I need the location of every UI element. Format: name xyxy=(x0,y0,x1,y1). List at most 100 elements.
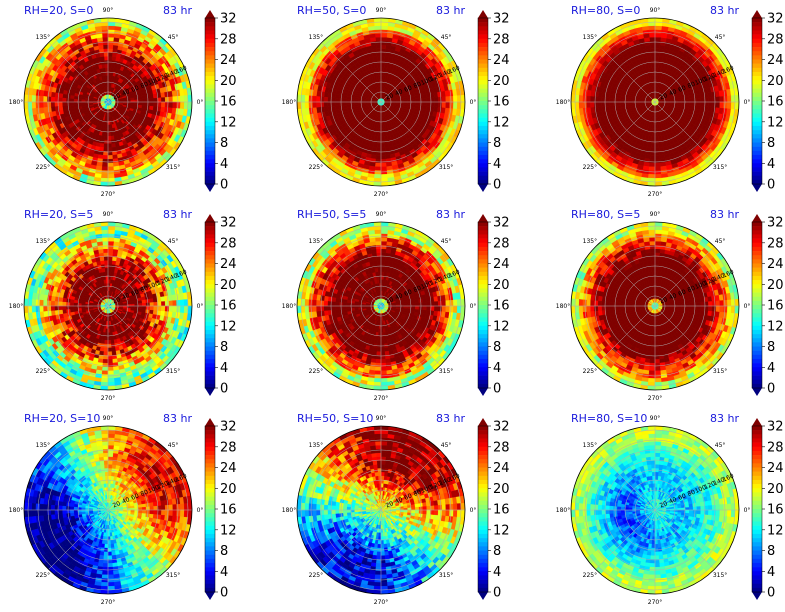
heatmap-cell xyxy=(380,67,385,72)
heatmap-cell xyxy=(437,96,443,103)
heatmap-cell xyxy=(586,95,591,103)
heatmap-cell xyxy=(319,101,325,108)
colorbar-segment xyxy=(478,63,488,69)
heatmap-cell xyxy=(149,97,155,103)
heatmap-cell xyxy=(441,101,447,108)
heatmap-cell xyxy=(449,101,454,109)
heatmap-cell xyxy=(61,101,67,107)
heatmap-cell xyxy=(609,93,614,99)
heatmap-cell xyxy=(103,143,109,149)
colorbar-segment xyxy=(478,171,488,176)
colorbar-segment xyxy=(205,92,215,98)
heatmap-cell xyxy=(107,25,115,30)
heatmap-cell xyxy=(380,147,386,152)
colorbar-tick-label: 0 xyxy=(493,178,501,193)
colorbar-segment xyxy=(205,47,215,52)
heatmap-cell xyxy=(308,101,313,109)
colorbar-extend-min xyxy=(205,184,215,192)
heatmap-cell xyxy=(101,135,106,141)
colorbar-tick-label: 4 xyxy=(493,157,501,172)
colorbar-segment xyxy=(205,179,215,185)
heatmap-cell xyxy=(380,143,386,149)
heatmap-cell xyxy=(445,95,450,103)
heatmap-cell xyxy=(378,120,382,126)
heatmap-cell xyxy=(319,96,325,103)
heatmap-cell xyxy=(696,97,702,103)
theta-tick-label: 45° xyxy=(715,34,726,41)
colorbar-segment xyxy=(205,109,215,114)
heatmap-cell xyxy=(153,97,158,103)
colorbar-segment xyxy=(205,59,215,64)
colorbar-tick-label: 28 xyxy=(220,32,237,47)
heatmap-cell xyxy=(130,101,135,105)
heatmap-cell xyxy=(380,170,388,175)
colorbar-segment xyxy=(478,109,488,114)
heatmap-cell xyxy=(42,96,48,103)
heatmap-cell xyxy=(654,52,660,57)
colorbar-segment xyxy=(478,150,488,156)
heatmap-cell xyxy=(425,105,431,111)
colorbar-segment xyxy=(478,88,488,93)
theta-tick-label: 90° xyxy=(650,7,661,14)
heatmap-cell xyxy=(652,124,656,129)
colorbar-tick-label: 24 xyxy=(220,53,237,68)
heatmap-cell xyxy=(377,132,382,137)
heatmap-cell xyxy=(126,101,132,105)
r-tick-label: 140 xyxy=(165,68,178,79)
colorbar-segment xyxy=(752,22,762,27)
heatmap-cell xyxy=(654,135,659,141)
colorbar-segment xyxy=(752,26,762,31)
r-tick-label: 100 xyxy=(147,76,160,87)
heatmap-cell xyxy=(372,146,378,152)
grid-spoke xyxy=(107,101,168,162)
heatmap-cell xyxy=(374,33,382,38)
heatmap-cell xyxy=(107,29,115,34)
heatmap-cell xyxy=(649,40,656,46)
r-tick-label: 80 xyxy=(140,81,150,90)
colorbar-segment xyxy=(478,42,488,48)
colorbar-segment xyxy=(205,167,215,172)
colorbar-segment xyxy=(478,34,488,40)
heatmap-cell xyxy=(101,25,109,30)
colorbar-segment xyxy=(205,105,215,110)
heatmap-cell xyxy=(648,166,656,171)
heatmap-cell xyxy=(654,63,659,69)
heatmap-cell xyxy=(375,162,382,168)
colorbar-segment xyxy=(478,117,488,123)
heatmap-cell xyxy=(723,101,728,109)
heatmap-cell xyxy=(323,101,328,108)
heatmap-cell xyxy=(646,143,652,148)
colorbar-tick-label: 12 xyxy=(220,115,237,130)
heatmap-cell xyxy=(35,101,40,109)
theta-tick-label: 270° xyxy=(374,191,388,198)
heatmap-cell xyxy=(73,98,78,103)
heatmap-cell xyxy=(586,101,591,109)
heatmap-cell xyxy=(342,98,348,103)
heatmap-cell xyxy=(39,101,44,109)
heatmap-cell xyxy=(107,52,113,57)
heatmap-cell xyxy=(445,101,450,109)
heatmap-cell xyxy=(380,36,387,42)
heatmap-cell xyxy=(685,101,690,106)
heatmap-cell xyxy=(379,116,382,122)
colorbar-segment xyxy=(478,47,488,52)
heatmap-cell xyxy=(380,78,384,84)
colorbar-segment xyxy=(205,67,215,73)
heatmap-cell xyxy=(42,101,48,108)
heatmap-cell xyxy=(657,67,662,73)
heatmap-cell xyxy=(137,104,143,109)
colorbar-segment xyxy=(205,138,215,143)
heatmap-cell xyxy=(372,143,378,148)
heatmap-cell xyxy=(107,40,114,46)
r-tick-label: 60 xyxy=(130,84,140,93)
heatmap-cell xyxy=(141,104,147,109)
heatmap-cell xyxy=(383,63,388,69)
heatmap-cell xyxy=(434,101,439,108)
heatmap-cell xyxy=(39,95,44,103)
heatmap-cell xyxy=(635,100,641,103)
heatmap-cell xyxy=(380,166,388,171)
heatmap-cell xyxy=(631,99,637,103)
colorbar-segment xyxy=(478,138,488,143)
